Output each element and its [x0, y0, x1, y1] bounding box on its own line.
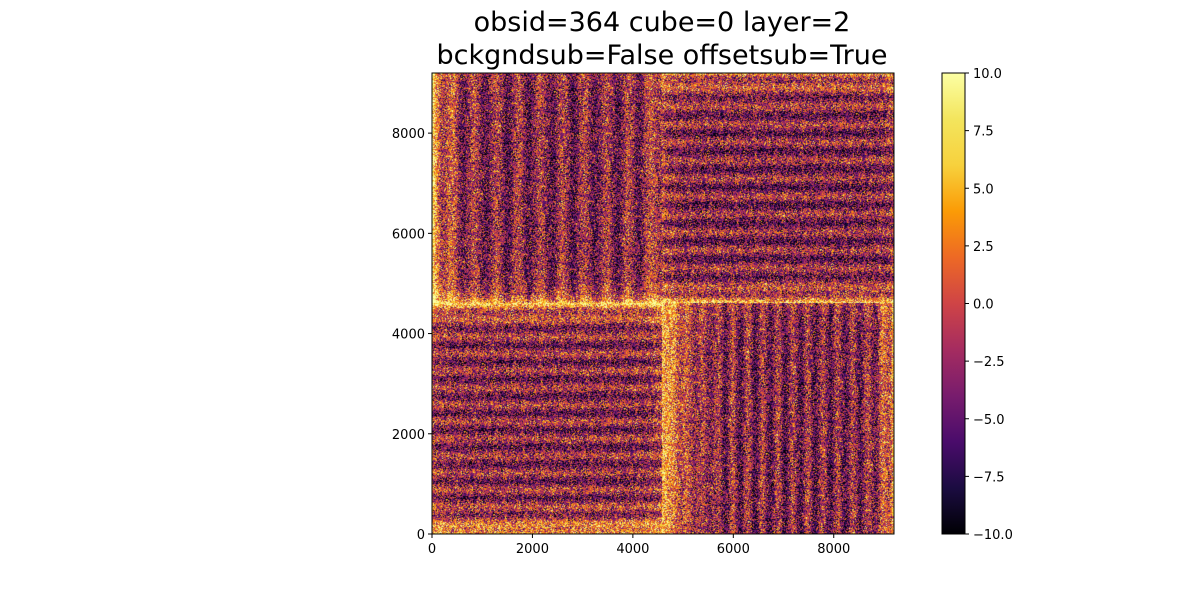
colorbar-tick-label: 0.0 [973, 298, 994, 313]
colorbar-tick-label: −7.5 [973, 470, 1005, 485]
colorbar-tick-label: −2.5 [973, 355, 1005, 370]
plot-area [431, 72, 895, 535]
colorbar-tick-label: 2.5 [973, 240, 994, 255]
x-tick-label: 0 [428, 542, 436, 557]
plot-frame [431, 72, 895, 535]
colorbar-tick-label: 5.0 [973, 182, 994, 197]
colorbar: −10.0 −7.5 −5.0 −2.5 0.0 2.5 5.0 7.5 10.0 [941, 67, 1013, 543]
colorbar-tick-label: 7.5 [973, 125, 994, 140]
y-tick-label: 4000 [392, 328, 425, 343]
x-tick-label: 8000 [817, 542, 850, 557]
chart-title: obsid=364 cube=0 layer=2 bckgndsub=False… [330, 6, 994, 72]
x-axis: 0 2000 4000 6000 8000 [428, 534, 850, 557]
y-tick-label: 8000 [392, 127, 425, 142]
chart-title-line-1: obsid=364 cube=0 layer=2 [473, 7, 851, 38]
y-tick-label: 2000 [392, 428, 425, 443]
y-axis: 0 2000 4000 6000 8000 [392, 127, 432, 543]
y-tick-label: 0 [417, 528, 425, 543]
colorbar-gradient [942, 73, 965, 534]
heatmap-image [432, 73, 894, 534]
x-tick-label: 6000 [717, 542, 750, 557]
colorbar-tick-label: −5.0 [973, 413, 1005, 428]
colorbar-tick-label: −10.0 [973, 528, 1013, 543]
y-tick-label: 6000 [392, 227, 425, 242]
x-tick-label: 2000 [516, 542, 549, 557]
x-tick-label: 4000 [616, 542, 649, 557]
colorbar-tick-label: 10.0 [973, 67, 1002, 82]
chart-title-line-2: bckgndsub=False offsetsub=True [436, 40, 888, 71]
